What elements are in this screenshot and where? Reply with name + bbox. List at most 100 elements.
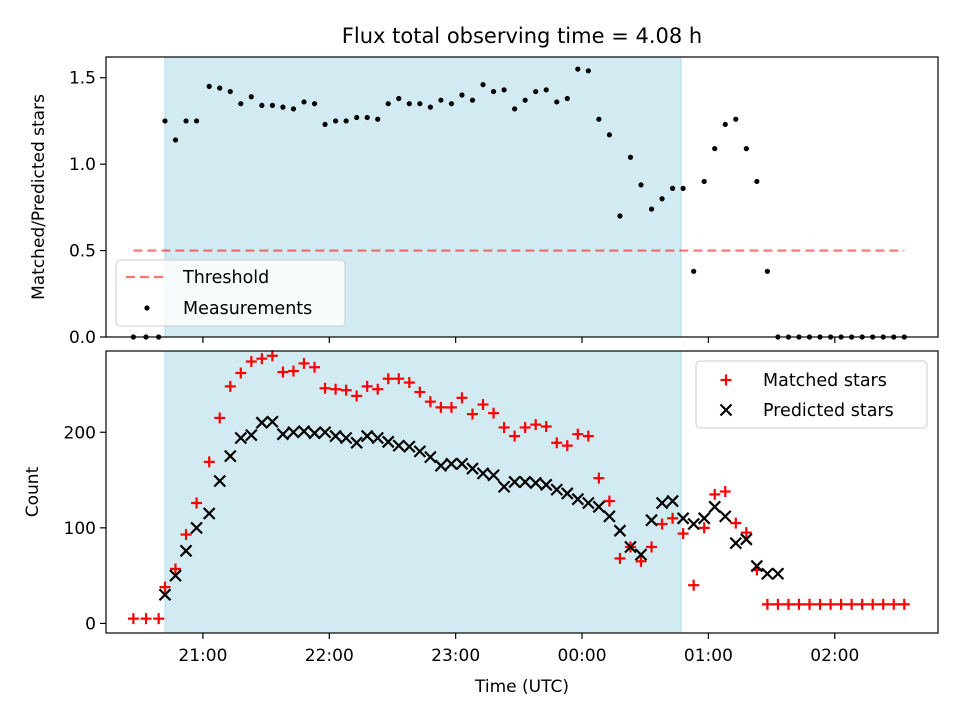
top-y-tick-label: 0.5 [69, 242, 96, 262]
matched-star-point [256, 353, 268, 365]
measurement-point [206, 83, 212, 89]
bottom-legend-box [695, 360, 928, 429]
matched-star-point [688, 579, 700, 591]
matched-star-point [340, 384, 352, 396]
matched-star-point [772, 598, 784, 610]
bottom-y-axis: 0 100 200 [64, 423, 106, 634]
predicted-star-point [771, 567, 785, 581]
measurement-point [659, 196, 665, 202]
legend-matched-marker [720, 374, 732, 386]
measurement-point [417, 101, 423, 107]
matched-star-point [582, 430, 594, 442]
predicted-star-point [245, 428, 258, 442]
measurement-point [183, 118, 189, 124]
bottom-y-tick-label: 200 [64, 423, 96, 443]
measurement-point [427, 104, 433, 110]
matched-star-point [530, 419, 542, 431]
matched-star-point [214, 412, 226, 424]
predicted-star-point [592, 500, 606, 514]
predicted-star-point [213, 474, 227, 488]
top-x-axis [202, 337, 836, 343]
predicted-star-point [550, 483, 564, 496]
predicted-star-point [487, 468, 500, 482]
matched-star-points [127, 350, 910, 625]
bottom-y-tick-label: 0 [85, 614, 96, 634]
bottom-x-tick-label: 02:00 [810, 646, 859, 666]
matched-star-point [153, 613, 165, 625]
legend-matched-label: Matched stars [763, 371, 887, 391]
matched-star-point [646, 541, 658, 553]
top-legend-box [115, 259, 346, 327]
top-y-tick-label: 0.0 [69, 328, 96, 348]
matched-star-point [740, 527, 752, 539]
matched-star-point [266, 350, 278, 362]
matched-star-point [804, 598, 816, 610]
predicted-star-point [761, 567, 774, 581]
matched-star-point [287, 365, 299, 377]
predicted-star-point [308, 426, 321, 440]
legend-predicted-marker [719, 403, 733, 417]
measurement-point [712, 146, 718, 152]
matched-star-point [298, 357, 310, 369]
bottom-plot-frame [105, 350, 939, 634]
matched-star-point [856, 598, 868, 610]
matched-star-point [393, 373, 405, 385]
measurement-point [596, 116, 602, 122]
predicted-star-point [508, 475, 521, 489]
predicted-star-point [179, 544, 193, 558]
measurement-point [248, 94, 254, 100]
bottom-x-axis: 21:00 22:00 23:00 00:00 01:00 02:00 [178, 633, 859, 666]
bottom-y-axis-title: Count [23, 466, 43, 517]
matched-star-point [719, 486, 731, 498]
predicted-star-point [329, 429, 342, 443]
measurement-point [238, 101, 244, 107]
predicted-star-point [202, 507, 216, 520]
bottom-legend: Matched stars Predicted stars [695, 360, 928, 429]
top-y-tick-label: 1.0 [69, 155, 96, 175]
measurement-point [543, 87, 549, 93]
measurement-point [375, 116, 381, 122]
measurement-point [701, 178, 707, 185]
matched-star-point [235, 367, 247, 379]
legend-measurements-swatch [144, 305, 150, 311]
measurement-point [585, 68, 591, 74]
predicted-star-point [350, 436, 363, 450]
measurement-point [617, 213, 623, 219]
matched-star-point [667, 512, 679, 524]
predicted-star-point [266, 415, 279, 429]
top-y-axis-title: Matched/Predicted stars [29, 94, 49, 300]
matched-star-point [414, 386, 426, 398]
measurement-point [448, 101, 455, 107]
measurement-point [533, 88, 539, 95]
predicted-star-point [403, 440, 416, 453]
measurement-point [269, 102, 275, 108]
predicted-star-point [750, 559, 764, 573]
matched-star-point [309, 361, 321, 373]
predicted-star-point [190, 521, 203, 535]
matched-star-point [424, 396, 436, 408]
predicted-star-point [318, 425, 332, 439]
predicted-star-point [571, 492, 585, 506]
predicted-star-point [697, 512, 711, 525]
predicted-star-point [287, 425, 300, 439]
top-plot-frame [105, 56, 939, 338]
measurement-point [722, 121, 728, 128]
measurement-point [332, 118, 339, 124]
measurement-point [259, 102, 265, 108]
predicted-star-point [539, 478, 553, 492]
legend-measurements-label: Measurements [183, 299, 312, 319]
measurement-point [575, 66, 581, 72]
matched-star-point [509, 430, 521, 442]
predicted-star-point [582, 496, 595, 510]
matched-star-point [191, 497, 203, 509]
measurement-point [469, 97, 476, 103]
matched-star-point [888, 598, 900, 610]
bottom-x-tick-label: 00:00 [558, 646, 607, 666]
measurement-point [343, 118, 349, 124]
predicted-star-point [297, 425, 311, 438]
measurement-point [764, 268, 770, 274]
measurement-point [691, 268, 697, 274]
predicted-star-point [434, 459, 448, 472]
measurement-point [564, 95, 570, 102]
measurement-point [648, 206, 655, 212]
